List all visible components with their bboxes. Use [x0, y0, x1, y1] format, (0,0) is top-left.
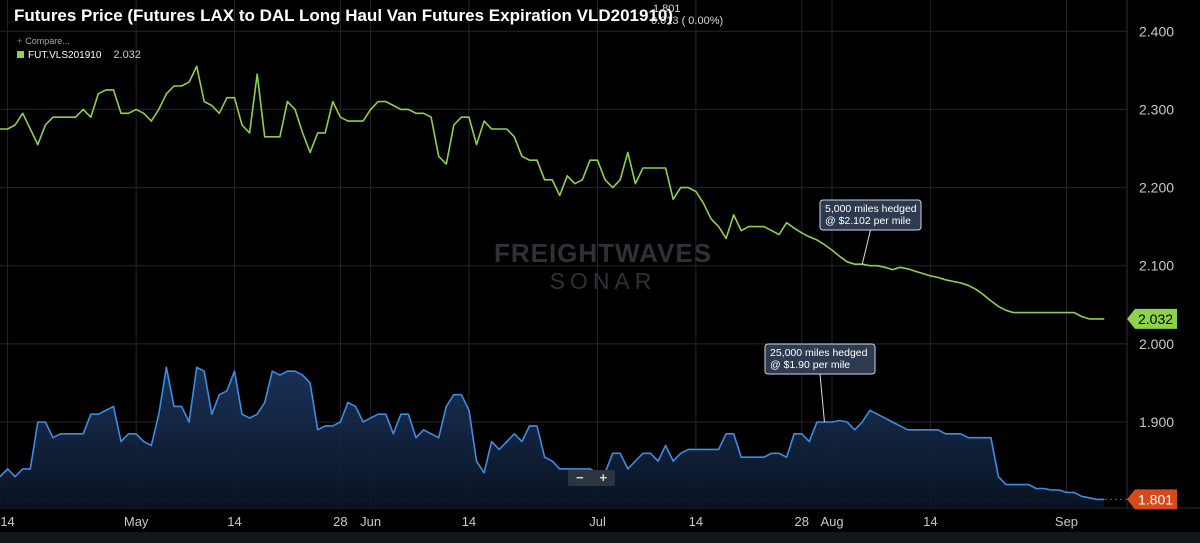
- annotation-text: 25,000 miles hedged: [770, 347, 868, 359]
- price-tag-green: [1127, 308, 1177, 329]
- y-tick-label: 2.000: [1139, 336, 1174, 352]
- x-tick-label: 14: [462, 514, 476, 529]
- series-line-green: [0, 65, 1105, 320]
- y-tick-label: 2.100: [1139, 258, 1174, 274]
- chart-title: Futures Price (Futures LAX to DAL Long H…: [14, 6, 674, 25]
- x-tick-label: 14: [0, 514, 14, 529]
- annotation-box: [764, 343, 876, 375]
- watermark-text: FREIGHTWAVES: [494, 238, 712, 268]
- plus-icon: +: [17, 36, 23, 46]
- series-value: 2.032: [113, 49, 141, 61]
- y-tick-label: 2.200: [1139, 180, 1174, 196]
- y-tick-label: 2.400: [1139, 23, 1174, 39]
- x-tick-label: Sep: [1055, 514, 1078, 529]
- series-label: FUT.VLS201910: [28, 50, 102, 61]
- x-tick-label: Aug: [820, 514, 843, 529]
- series-legend[interactable]: FUT.VLS201910 2.032: [17, 49, 141, 61]
- x-tick-label: 14: [923, 514, 937, 529]
- annotation-text: @ $1.90 per mile: [770, 359, 850, 371]
- last-price: 1.801: [653, 3, 681, 15]
- x-tick-label: May: [124, 514, 149, 529]
- price-tag-red: [1127, 489, 1177, 510]
- compare-button[interactable]: + Compare...: [17, 36, 70, 46]
- y-tick-label: 1.900: [1139, 414, 1174, 430]
- zoom-out-button[interactable]: −: [575, 470, 584, 485]
- y-tick-label: 2.300: [1139, 101, 1174, 117]
- x-tick-label: 28: [795, 514, 809, 529]
- x-tick-label: 14: [227, 514, 241, 529]
- zoom-in-button[interactable]: +: [599, 470, 608, 485]
- watermark-subtext: SONAR: [550, 268, 657, 294]
- annotation-box: [819, 199, 922, 231]
- price-change: 0.013 ( 0.00%): [651, 15, 724, 27]
- annotation-text: @ $2.102 per mile: [825, 215, 911, 227]
- annotation-pointer: [819, 373, 825, 423]
- series-area-blue: [0, 367, 1105, 508]
- zoom-control[interactable]: − +: [568, 470, 615, 486]
- x-tick-label: Jul: [589, 514, 606, 529]
- price-tag-label: 1.801: [1138, 491, 1173, 507]
- series-swatch: [17, 51, 24, 58]
- compare-label: Compare...: [25, 36, 70, 46]
- annotation-pointer: [861, 229, 871, 265]
- price-tag-label: 2.032: [1138, 311, 1173, 327]
- x-tick-label: Jun: [360, 514, 381, 529]
- series-line-blue: [0, 366, 1105, 501]
- annotation-text: 5,000 miles hedged: [825, 203, 917, 215]
- x-scrollbar: [0, 532, 1200, 543]
- x-tick-label: 14: [689, 514, 703, 529]
- x-tick-label: 28: [333, 514, 347, 529]
